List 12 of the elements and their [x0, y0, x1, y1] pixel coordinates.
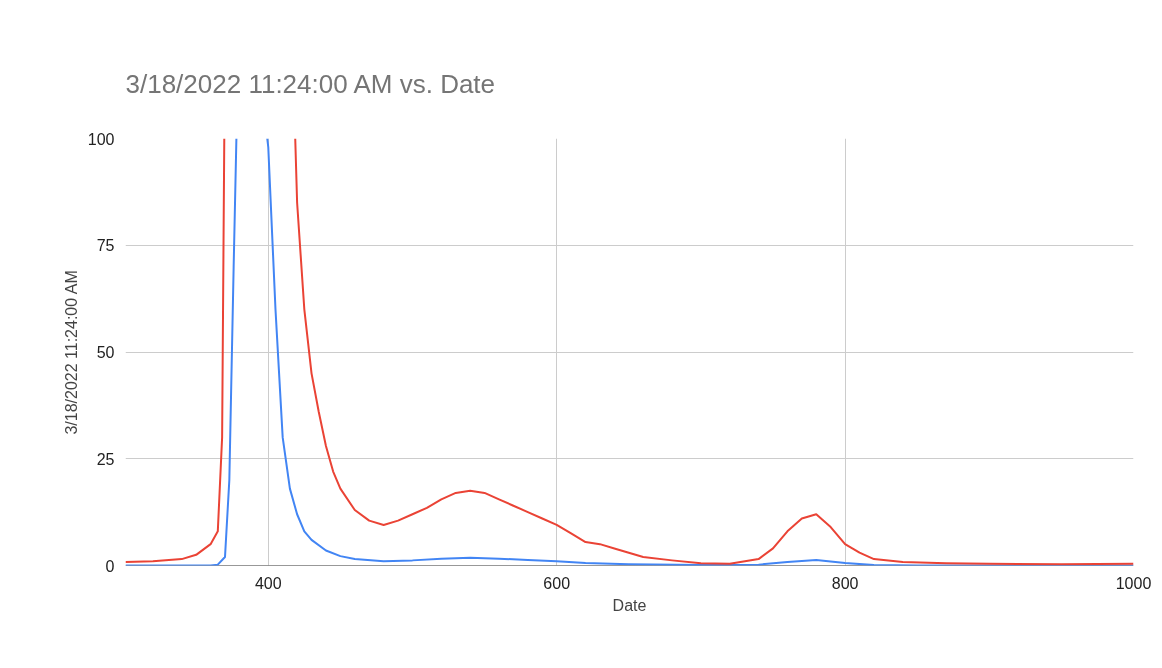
y-tick-label: 25	[96, 450, 115, 468]
y-tick-label: 50	[96, 344, 115, 361]
y-axis-title: 3/18/2022 11:24:00 AM	[62, 270, 80, 435]
x-tick-label: 400	[254, 574, 282, 592]
x-tick-label: 1000	[1115, 574, 1152, 592]
x-axis-title: Date	[612, 596, 647, 614]
x-tick-label: 600	[543, 574, 571, 592]
x-tick-label: 800	[831, 574, 859, 592]
y-tick-label: 75	[96, 237, 115, 255]
y-tick-label: 100	[87, 130, 115, 148]
chart-title: 3/18/2022 11:24:00 AM vs. Date	[125, 68, 496, 99]
y-tick-label: 0	[105, 557, 115, 575]
